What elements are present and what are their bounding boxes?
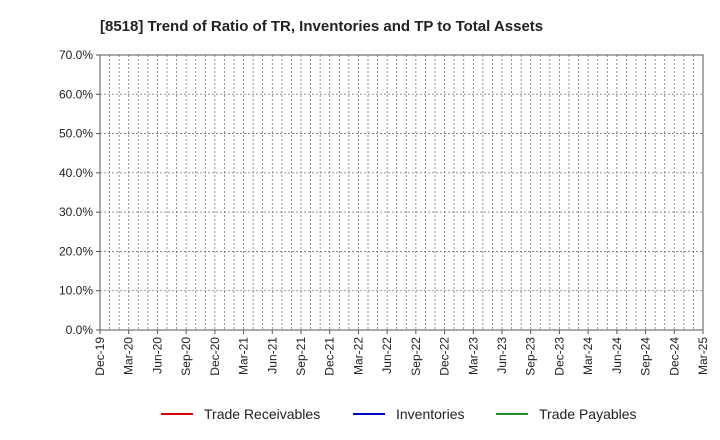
plot-area — [99, 54, 704, 331]
x-tick-label: Jun-23 — [495, 337, 509, 374]
x-tick-label: Jun-24 — [610, 337, 624, 374]
y-tick-label: 0.0% — [66, 323, 94, 337]
x-tick-label: Dec-24 — [667, 337, 681, 376]
y-tick-label: 10.0% — [59, 284, 93, 298]
y-tick-label: 30.0% — [59, 205, 93, 219]
x-tick-label: Dec-23 — [552, 337, 566, 376]
x-tick-label: Dec-21 — [323, 337, 337, 376]
x-tick-label: Sep-24 — [639, 337, 653, 376]
y-axis: 0.0% 10.0% 20.0% 30.0% 40.0% 50.0% 60.0% 70.0% — [59, 48, 100, 337]
y-tick-label: 20.0% — [59, 244, 93, 258]
x-tick-label: Sep-20 — [179, 337, 193, 376]
y-tick-label: 70.0% — [59, 48, 93, 62]
y-tick-label: 50.0% — [59, 127, 93, 141]
x-tick-label: Dec-22 — [438, 337, 452, 376]
x-tick-label: Mar-25 — [696, 337, 710, 375]
x-tick-label: Sep-23 — [524, 337, 538, 376]
x-tick-label: Sep-22 — [409, 337, 423, 376]
x-tick-label: Sep-21 — [294, 337, 308, 376]
legend-label: Trade Payables — [539, 406, 637, 422]
x-axis: Dec-19 Mar-20 Jun-20 Sep-20 Dec-20 Mar-21 Jun-… — [93, 330, 710, 376]
x-tick-label: Mar-22 — [351, 337, 365, 375]
x-tick-label: Mar-20 — [122, 337, 136, 375]
y-tick-label: 60.0% — [59, 87, 93, 101]
x-tick-label: Jun-20 — [150, 337, 164, 374]
x-tick-label: Jun-22 — [380, 337, 394, 374]
grid — [100, 55, 703, 330]
x-tick-label: Jun-21 — [265, 337, 279, 374]
chart-title: [8518] Trend of Ratio of TR, Inventories… — [100, 18, 543, 35]
legend-label: Trade Receivables — [204, 406, 320, 422]
y-tick-label: 40.0% — [59, 166, 93, 180]
x-tick-label: Mar-24 — [581, 337, 595, 375]
legend-label: Inventories — [396, 406, 464, 422]
x-tick-label: Mar-21 — [237, 337, 251, 375]
x-tick-label: Mar-23 — [466, 337, 480, 375]
x-tick-label: Dec-19 — [93, 337, 107, 376]
x-tick-label: Dec-20 — [208, 337, 222, 376]
legend: Trade Receivables Inventories Trade Payabl… — [161, 406, 637, 422]
